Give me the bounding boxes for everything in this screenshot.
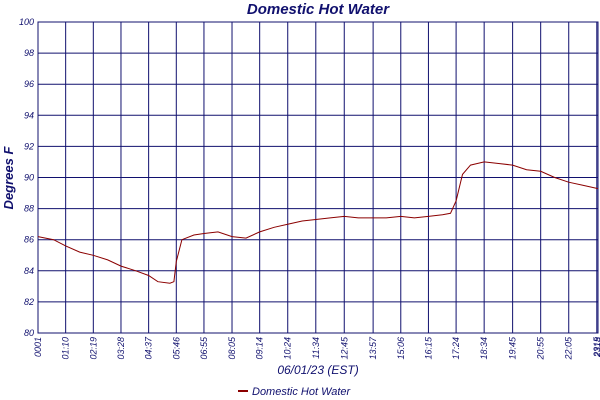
x-tick-labels: 0001 01:10 02:19 03:28 04:37 05:46 06:55 08:05 0… bbox=[33, 336, 600, 361]
x-tick-label: 01:10 bbox=[61, 337, 71, 360]
x-tick-label: 09:14 bbox=[255, 337, 265, 360]
x-tick-label: 2315 bbox=[592, 336, 600, 358]
x-tick-label: 0001 bbox=[33, 337, 43, 357]
y-tick-label: 88 bbox=[24, 204, 34, 214]
legend: Domestic Hot Water bbox=[238, 386, 352, 398]
x-tick-label: 05:46 bbox=[171, 337, 181, 360]
x-tick-label: 03:28 bbox=[116, 337, 126, 360]
x-tick-label: 20:55 bbox=[536, 336, 546, 361]
x-tick-label: 19:45 bbox=[508, 336, 518, 360]
x-tick-label: 11:34 bbox=[311, 337, 321, 359]
y-tick-label: 94 bbox=[24, 110, 34, 120]
x-tick-label: 18:34 bbox=[479, 337, 489, 360]
x-tick-label: 10:24 bbox=[283, 337, 293, 360]
x-tick-label: 17:24 bbox=[451, 337, 461, 360]
x-tick-label: 02:19 bbox=[88, 337, 98, 360]
x-tick-label: 13:57 bbox=[368, 336, 378, 360]
x-axis-label: 06/01/23 (EST) bbox=[277, 363, 358, 377]
x-tick-label: 22:05 bbox=[564, 336, 574, 361]
y-tick-label: 82 bbox=[24, 297, 34, 307]
x-tick-label: 2318 bbox=[593, 337, 600, 358]
y-tick-label: 92 bbox=[24, 141, 34, 151]
y-tick-label: 96 bbox=[24, 79, 34, 89]
gridlines bbox=[37, 21, 599, 334]
legend-label: Domestic Hot Water bbox=[252, 386, 352, 398]
x-tick-label: 06:55 bbox=[199, 336, 209, 360]
y-tick-label: 100 bbox=[19, 17, 34, 27]
x-tick-label: 04:37 bbox=[144, 336, 154, 360]
y-tick-label: 90 bbox=[24, 173, 34, 183]
y-axis-label: Degrees F bbox=[1, 146, 16, 210]
series-line-domestic-hot-water bbox=[37, 161, 598, 284]
x-tick-label: 12:45 bbox=[339, 336, 349, 360]
x-tick-label: 08:05 bbox=[227, 336, 237, 360]
chart-title: Domestic Hot Water bbox=[247, 1, 390, 18]
plot-area-frame bbox=[37, 21, 599, 334]
y-tick-label: 80 bbox=[24, 328, 34, 338]
x-tick-label: 15:06 bbox=[396, 337, 406, 360]
y-tick-label: 98 bbox=[24, 48, 34, 58]
y-tick-label: 84 bbox=[24, 266, 34, 276]
y-tick-label: 86 bbox=[24, 235, 34, 245]
y-tick-labels: 80 82 84 86 88 90 92 94 96 98 100 bbox=[19, 17, 34, 338]
x-tick-label: 16:15 bbox=[423, 336, 433, 360]
